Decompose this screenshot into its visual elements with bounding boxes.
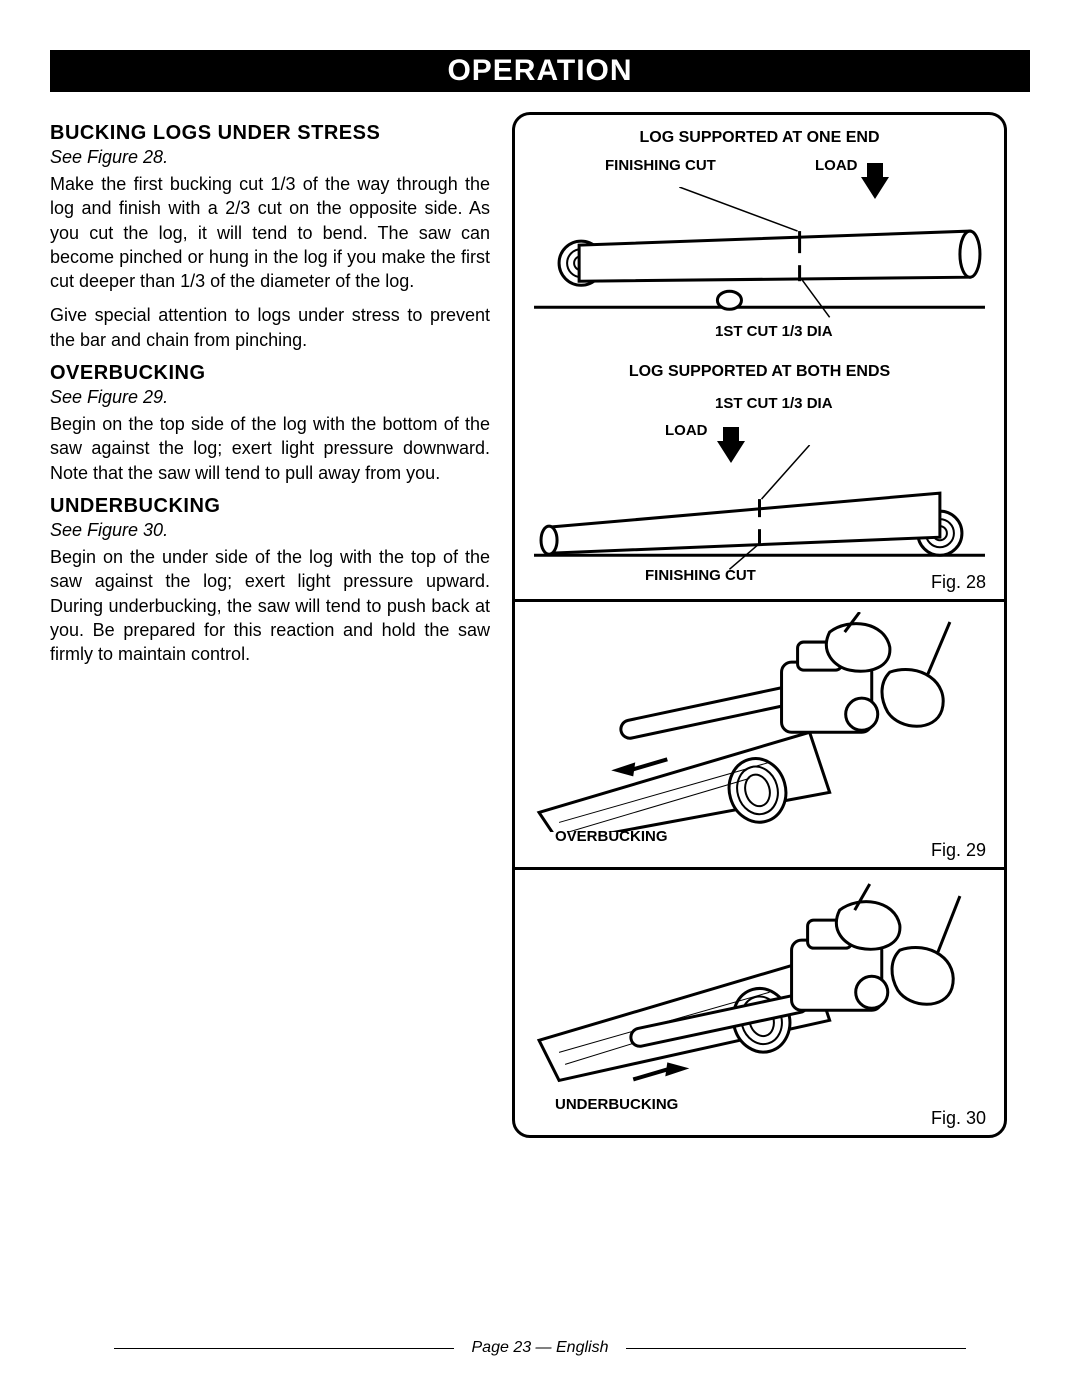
fig28-label-load-mid: LOAD	[665, 422, 708, 439]
heading-overbucking: OVERBUCKING	[50, 362, 490, 385]
page-footer: Page 23 — English	[0, 1339, 1080, 1357]
underbucking-paragraph: Begin on the under side of the log with …	[50, 545, 490, 666]
fig28-heading-one-end: LOG SUPPORTED AT ONE END	[529, 129, 990, 147]
fig28-diagram-one-end	[529, 187, 990, 327]
heading-underbucking: UNDERBUCKING	[50, 495, 490, 518]
fig30-diagram	[529, 880, 990, 1100]
bucking-paragraph-1: Make the first bucking cut 1/3 of the wa…	[50, 172, 490, 293]
fig28-diagram-both-ends	[529, 445, 990, 575]
fig28-heading-both-ends: LOG SUPPORTED AT BOTH ENDS	[515, 363, 1004, 381]
fig30-caption: Fig. 30	[931, 1108, 986, 1129]
figure-28-panel: LOG SUPPORTED AT ONE END FINISHING CUT L…	[515, 115, 1004, 599]
figure-30-panel: UNDERBUCKING Fig. 30	[515, 867, 1004, 1135]
see-figure-28: See Figure 28.	[50, 147, 490, 168]
footer-rule-right	[626, 1348, 966, 1349]
section-title: OPERATION	[447, 54, 632, 88]
fig28-caption: Fig. 28	[931, 572, 986, 593]
heading-bucking: BUCKING LOGS UNDER STRESS	[50, 122, 490, 145]
right-column: LOG SUPPORTED AT ONE END FINISHING CUT L…	[512, 112, 1007, 1138]
fig28-label-finishing-cut-bottom: FINISHING CUT	[645, 567, 756, 584]
overbucking-paragraph: Begin on the top side of the log with th…	[50, 412, 490, 485]
figure-29-panel: OVERBUCKING Fig. 29	[515, 599, 1004, 867]
fig29-caption: Fig. 29	[931, 840, 986, 861]
see-figure-30: See Figure 30.	[50, 520, 490, 541]
section-title-bar: OPERATION	[50, 50, 1030, 92]
fig29-label: OVERBUCKING	[555, 828, 668, 845]
bucking-paragraph-2: Give special attention to logs under str…	[50, 303, 490, 352]
fig29-diagram	[529, 612, 990, 832]
see-figure-29: See Figure 29.	[50, 387, 490, 408]
footer-rule-left	[114, 1348, 454, 1349]
left-column: BUCKING LOGS UNDER STRESS See Figure 28.…	[50, 112, 490, 1138]
fig30-label: UNDERBUCKING	[555, 1096, 678, 1113]
two-column-layout: BUCKING LOGS UNDER STRESS See Figure 28.…	[50, 112, 1030, 1138]
fig28-label-load-top: LOAD	[815, 157, 858, 174]
fig28-label-finishing-cut-top: FINISHING CUT	[605, 157, 716, 174]
figure-box: LOG SUPPORTED AT ONE END FINISHING CUT L…	[512, 112, 1007, 1138]
fig28-label-first-cut-top: 1ST CUT 1/3 DIA	[715, 323, 833, 340]
footer-text: Page 23 — English	[472, 1339, 609, 1357]
fig28-label-first-cut-mid: 1ST CUT 1/3 DIA	[715, 395, 833, 412]
